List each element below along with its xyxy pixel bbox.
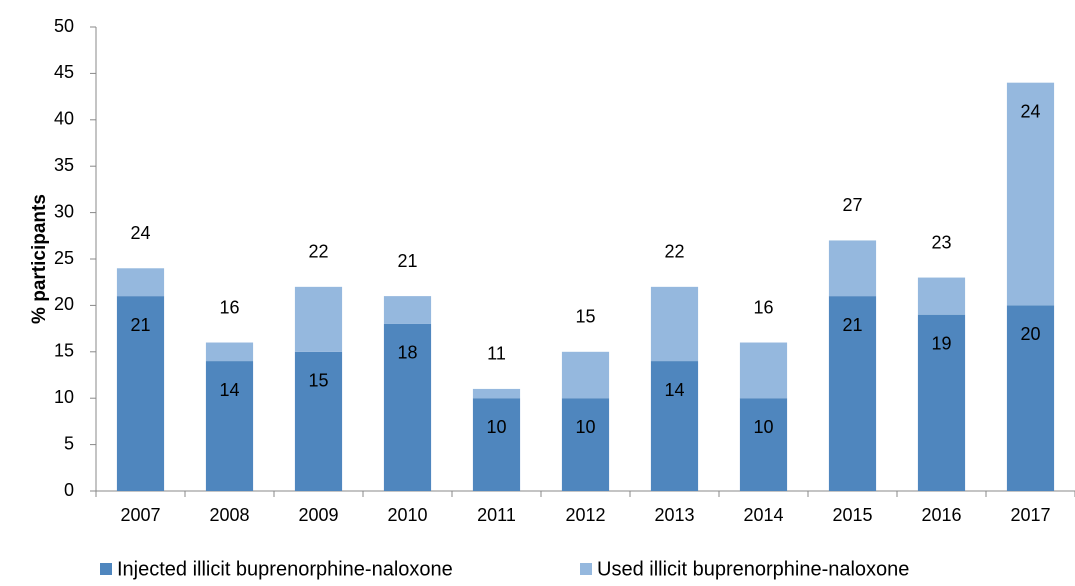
- data-label: 21: [130, 315, 150, 335]
- y-tick-label: 30: [54, 201, 74, 221]
- bar-segment: [383, 323, 432, 491]
- total-label: 27: [842, 195, 862, 215]
- bar-segment: [828, 296, 877, 491]
- data-label: 19: [931, 333, 951, 353]
- data-label: 10: [575, 417, 595, 437]
- x-tick-label: 2011: [477, 505, 516, 525]
- data-label: 14: [664, 380, 684, 400]
- data-label: 10: [753, 417, 773, 437]
- data-label: 20: [1020, 324, 1040, 344]
- y-tick-label: 15: [54, 341, 74, 361]
- total-label: 24: [130, 223, 150, 243]
- bar-segment: [561, 398, 610, 491]
- bar-segment: [205, 342, 254, 362]
- bar-segment: [205, 361, 254, 491]
- total-label: 21: [397, 251, 417, 271]
- bar-segment: [472, 388, 521, 399]
- total-label: 15: [575, 307, 595, 327]
- total-label: 22: [664, 242, 684, 262]
- y-tick-label: 25: [54, 248, 74, 268]
- x-tick-label: 2013: [654, 505, 694, 525]
- bar-segment: [294, 351, 343, 491]
- data-label: 24: [1020, 101, 1040, 121]
- legend-label: Injected illicit buprenorphine-naloxone: [117, 558, 453, 580]
- legend-swatch: [580, 563, 592, 575]
- bar-segment: [1006, 305, 1055, 491]
- x-tick-label: 2010: [387, 505, 427, 525]
- total-label: 16: [219, 297, 239, 317]
- bar-segment: [1006, 82, 1055, 306]
- y-tick-label: 35: [54, 155, 74, 175]
- x-tick-label: 2014: [743, 505, 783, 525]
- bar-segment: [116, 268, 165, 297]
- y-tick-label: 50: [54, 16, 74, 36]
- x-tick-label: 2008: [209, 505, 249, 525]
- legend-swatch: [100, 563, 112, 575]
- y-tick-label: 10: [54, 387, 74, 407]
- x-tick-label: 2007: [120, 505, 160, 525]
- bar-segment: [383, 296, 432, 324]
- bar-segment: [116, 296, 165, 491]
- y-tick-label: 5: [64, 433, 74, 453]
- bar-segment: [739, 398, 788, 491]
- bar-segment: [294, 286, 343, 352]
- y-tick-label: 45: [54, 62, 74, 82]
- data-label: 10: [486, 417, 506, 437]
- data-label: 15: [308, 371, 328, 391]
- y-tick-label: 0: [64, 480, 74, 500]
- total-label: 22: [308, 242, 328, 262]
- bar-segment: [917, 277, 966, 315]
- bar-segment: [650, 361, 699, 491]
- total-label: 16: [753, 297, 773, 317]
- bar-segment: [828, 240, 877, 297]
- data-label: 21: [842, 315, 862, 335]
- legend-label: Used illicit buprenorphine-naloxone: [597, 558, 909, 580]
- y-tick-label: 40: [54, 109, 74, 129]
- total-label: 23: [931, 232, 951, 252]
- x-tick-label: 2012: [565, 505, 605, 525]
- y-axis-title: % participants: [29, 194, 50, 324]
- x-tick-label: 2016: [921, 505, 961, 525]
- y-tick-label: 20: [54, 294, 74, 314]
- x-tick-label: 2015: [832, 505, 872, 525]
- data-label: 14: [219, 380, 239, 400]
- bar-segment: [472, 398, 521, 491]
- bar-segment: [561, 351, 610, 399]
- total-label: 11: [487, 344, 506, 364]
- bar-segment: [917, 314, 966, 491]
- x-tick-label: 2009: [298, 505, 338, 525]
- bar-segment: [739, 342, 788, 399]
- data-label: 18: [397, 343, 417, 363]
- x-tick-label: 2017: [1010, 505, 1050, 525]
- bar-segment: [650, 286, 699, 362]
